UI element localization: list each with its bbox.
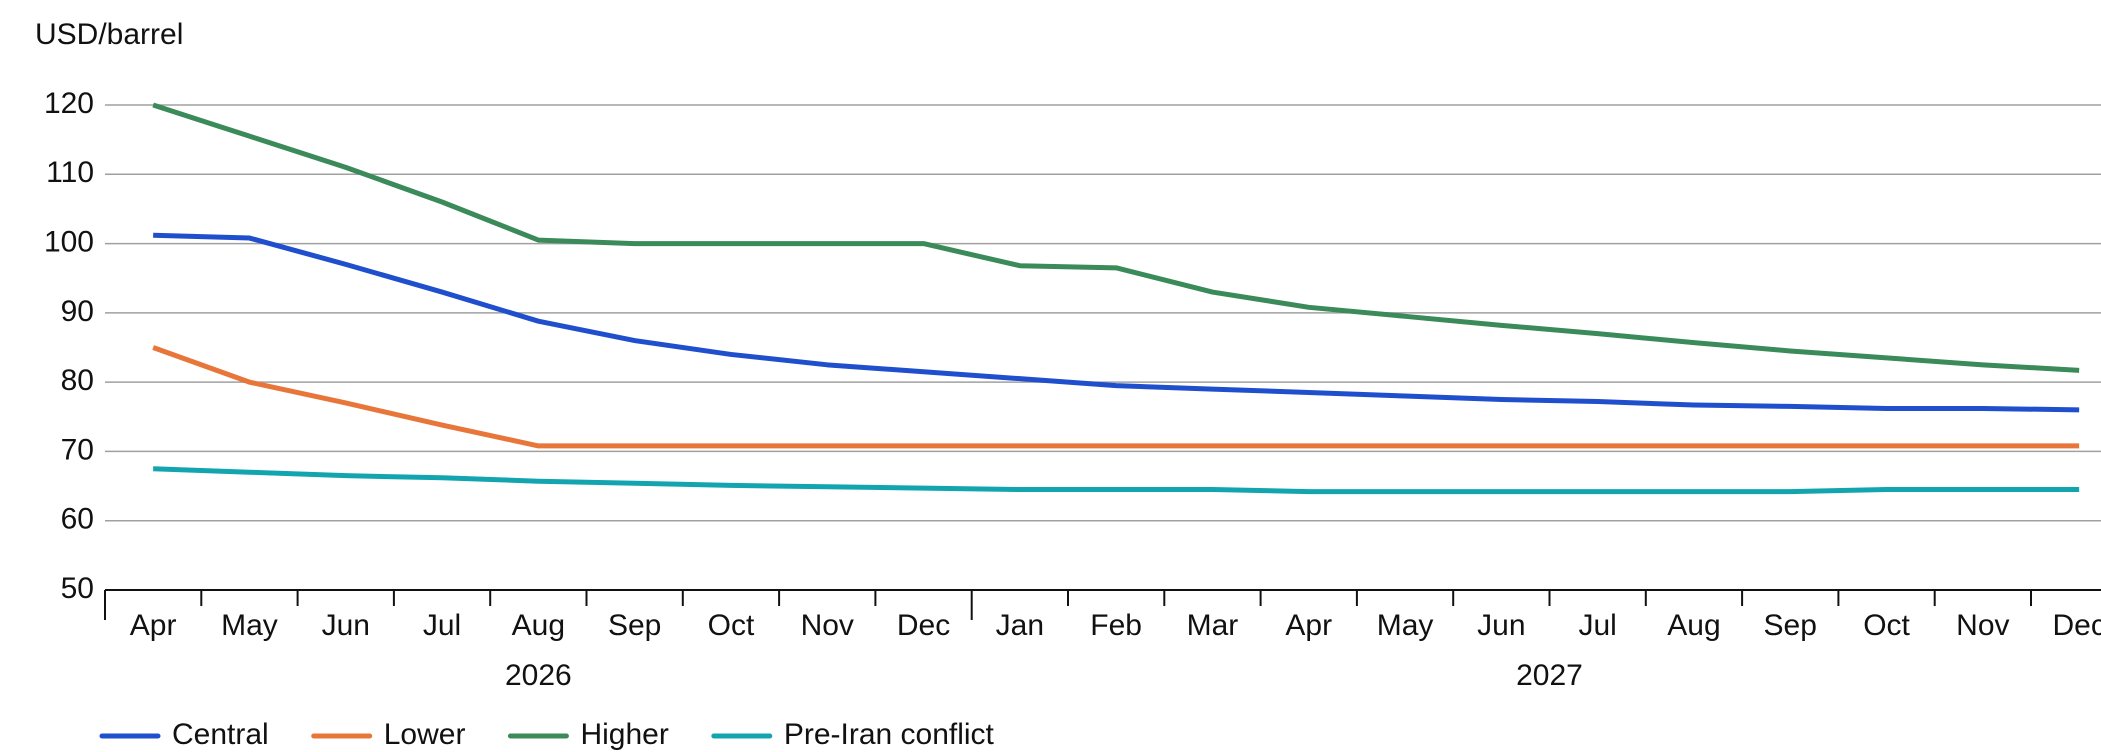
y-tick-label: 100 <box>44 225 94 258</box>
series-line <box>152 102 2080 373</box>
x-tick-label: May <box>1377 609 1434 642</box>
x-tick-label: Sep <box>608 609 661 642</box>
y-tick-label: 80 <box>61 364 94 397</box>
y-tick-label: 110 <box>46 156 94 189</box>
x-tick-label: Apr <box>130 609 177 642</box>
x-tick-label: Oct <box>1863 609 1910 642</box>
x-tick-label: Nov <box>801 609 854 642</box>
legend-label: Higher <box>580 718 668 751</box>
x-tick-label: Dec <box>2052 609 2101 642</box>
x-tick-label: Jun <box>1477 609 1525 642</box>
legend-label: Lower <box>384 718 466 751</box>
x-group-label: 2027 <box>1516 659 1583 692</box>
x-tick-label: Feb <box>1090 609 1142 642</box>
x-tick-label: Jul <box>423 609 461 642</box>
y-tick-label: 120 <box>44 87 94 120</box>
series-line <box>153 466 2080 495</box>
y-tick-label: 70 <box>61 433 94 466</box>
x-tick-label: Aug <box>1667 609 1720 642</box>
x-tick-label: Jun <box>322 609 370 642</box>
x-tick-label: Dec <box>897 609 950 642</box>
series-line <box>152 345 2080 449</box>
x-tick-label: Jul <box>1578 609 1616 642</box>
x-tick-label: Nov <box>1956 609 2009 642</box>
x-tick-label: Aug <box>512 609 565 642</box>
x-group-label: 2026 <box>505 659 572 692</box>
x-tick-label: Sep <box>1764 609 1817 642</box>
legend-label: Central <box>172 718 269 751</box>
x-tick-label: Oct <box>708 609 755 642</box>
x-tick-label: Jan <box>996 609 1044 642</box>
x-tick-label: Mar <box>1187 609 1239 642</box>
y-tick-label: 50 <box>61 572 94 605</box>
x-tick-label: May <box>221 609 278 642</box>
series-line <box>153 232 2080 413</box>
x-tick-label: Apr <box>1285 609 1332 642</box>
legend-label: Pre-Iran conflict <box>784 718 995 751</box>
y-tick-label: 90 <box>61 295 94 328</box>
y-axis-label: USD/barrel <box>35 18 183 51</box>
y-tick-label: 60 <box>61 503 94 536</box>
